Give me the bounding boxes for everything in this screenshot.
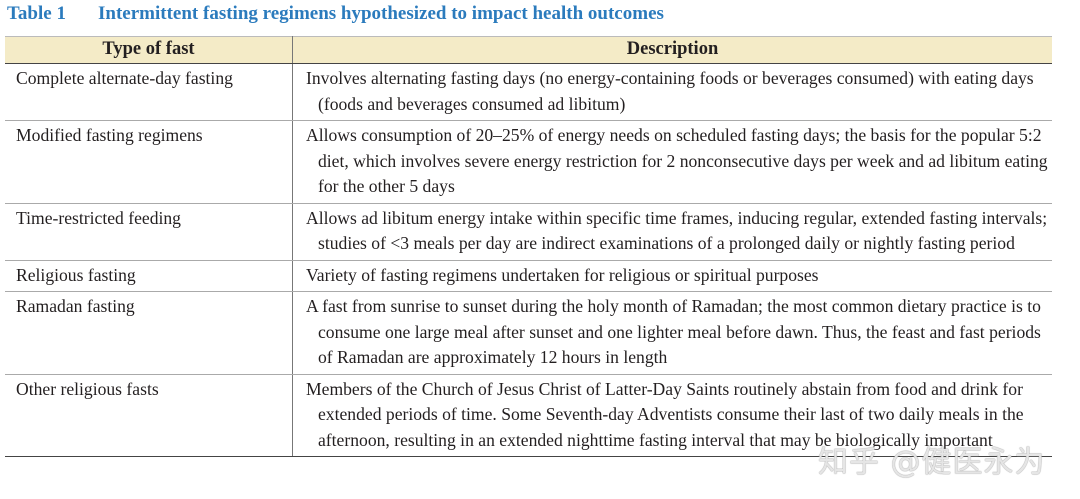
description-text: Involves alternating fasting days (no en… — [306, 68, 1034, 114]
table-row: Modified fasting regimens Allows consumpt… — [5, 120, 1052, 204]
table-row: Ramadan fasting A fast from sunrise to su… — [5, 291, 1052, 375]
cell-type-of-fast: Ramadan fasting — [5, 291, 293, 375]
cell-description: A fast from sunrise to sunset during the… — [292, 291, 1052, 375]
table-row: Time-restricted feeding Allows ad libitum… — [5, 203, 1052, 261]
cell-description: Involves alternating fasting days (no en… — [292, 63, 1052, 121]
table-row: Religious fasting Variety of fasting regi… — [5, 260, 1052, 292]
fasting-regimens-table: Type of fast Description Complete altern… — [5, 36, 1052, 457]
description-text: Allows consumption of 20–25% of energy n… — [306, 125, 1048, 196]
header-type-of-fast: Type of fast — [5, 36, 293, 64]
table-row: Complete alternate-day fasting Involves a… — [5, 63, 1052, 121]
table-title: Intermittent fasting regimens hypothesiz… — [98, 3, 664, 24]
cell-type-of-fast: Time-restricted feeding — [5, 203, 293, 261]
watermark: 知乎 @健医永为 — [818, 445, 1046, 480]
description-text: Variety of fasting regimens undertaken f… — [306, 264, 819, 285]
cell-description: Allows consumption of 20–25% of energy n… — [292, 120, 1052, 204]
cell-type-of-fast: Other religious fasts — [5, 374, 293, 457]
cell-description: Variety of fasting regimens undertaken f… — [292, 260, 1052, 292]
description-text: A fast from sunrise to sunset during the… — [306, 296, 1041, 367]
cell-description: Allows ad libitum energy intake within s… — [292, 203, 1052, 261]
cell-type-of-fast: Complete alternate-day fasting — [5, 63, 293, 121]
table-caption: Table 1 Intermittent fasting regimens hyp… — [7, 3, 664, 25]
cell-type-of-fast: Religious fasting — [5, 260, 293, 292]
table-header-row: Type of fast Description — [5, 36, 1052, 64]
description-text: Members of the Church of Jesus Christ of… — [306, 378, 1024, 450]
description-text: Allows ad libitum energy intake within s… — [306, 207, 1048, 254]
table-row: Other religious fasts Members of the Chur… — [5, 374, 1052, 457]
header-description: Description — [292, 36, 1052, 64]
cell-description: Members of the Church of Jesus Christ of… — [292, 374, 1052, 457]
cell-type-of-fast: Modified fasting regimens — [5, 120, 293, 204]
table-label: Table 1 — [7, 3, 66, 24]
